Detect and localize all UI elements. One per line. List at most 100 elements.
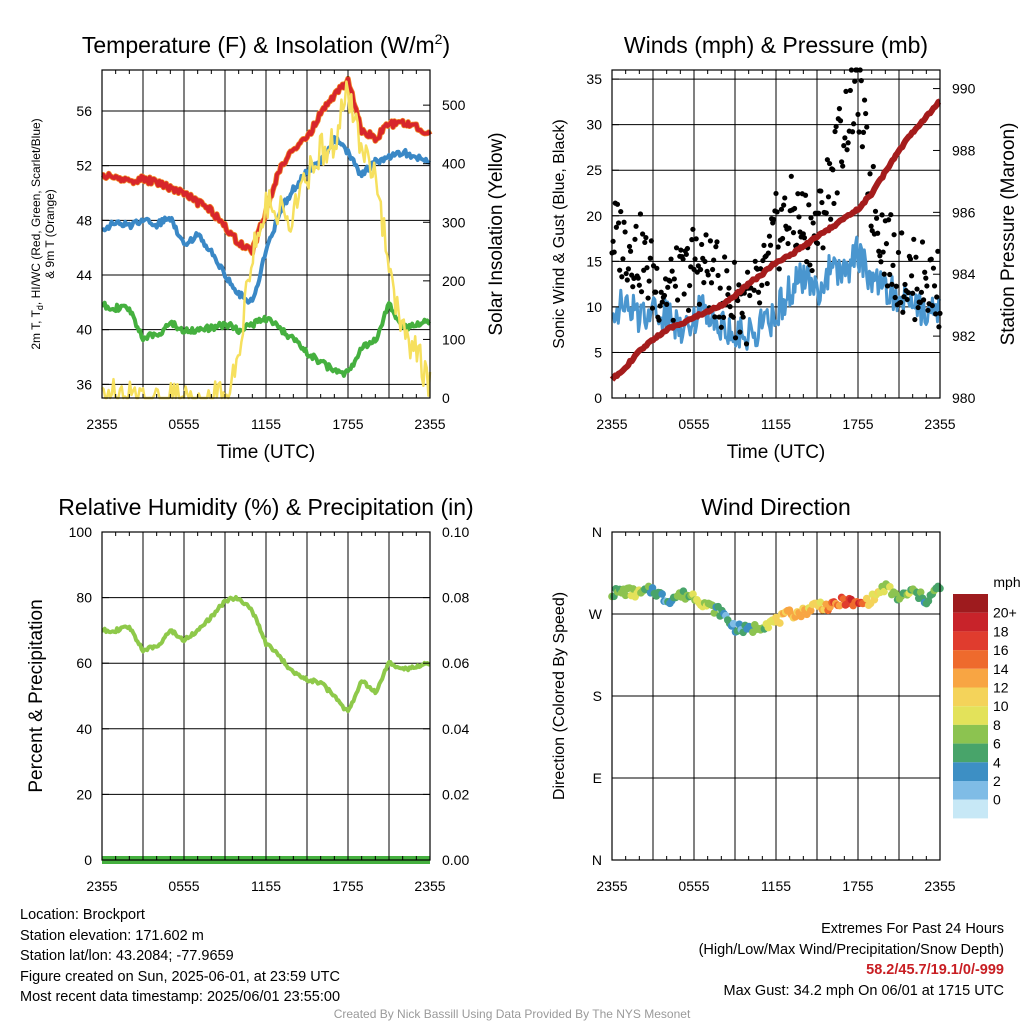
gust-point	[883, 241, 890, 247]
gust-point	[802, 192, 809, 198]
x-tick-label: 2355	[414, 878, 445, 894]
gust-point	[724, 268, 730, 274]
gust-point	[891, 232, 897, 238]
gust-point	[895, 249, 902, 256]
gust-point	[913, 254, 919, 260]
y-tick-label: 80	[76, 590, 92, 606]
gust-point	[788, 173, 794, 179]
direction-point	[729, 619, 738, 628]
gust-point	[640, 231, 646, 237]
chart-temperature: 2355 0555 1155 1755 2355 36 40 44 48 52 56 0 100 200 3…	[29, 31, 507, 463]
gust-point	[697, 266, 704, 273]
gust-point	[785, 240, 791, 247]
gust-point	[814, 240, 821, 246]
gust-point	[621, 219, 627, 225]
gust-point	[918, 289, 925, 295]
station-info: Location: Brockport Station elevation: 1…	[20, 905, 340, 1008]
chart-title-end: )	[442, 32, 450, 58]
gust-point	[708, 280, 715, 286]
gust-point	[900, 309, 906, 315]
y-axis-label-right: Solar Insolation (Yellow)	[486, 132, 507, 335]
gust-point	[878, 259, 884, 265]
y-tick-label: 5	[594, 344, 602, 360]
gust-point	[611, 249, 617, 255]
gust-point	[683, 251, 689, 257]
gust-point	[837, 118, 844, 124]
gust-point	[740, 314, 746, 320]
gust-point	[915, 304, 921, 311]
insolation-line	[101, 80, 432, 400]
gust-point	[619, 274, 625, 280]
y-tick-right-label: 100	[442, 331, 466, 347]
gust-point	[782, 195, 788, 201]
gust-point	[687, 282, 693, 289]
y-tick-label: 52	[76, 158, 92, 174]
speed-legend-swatch	[953, 724, 988, 744]
gust-point	[845, 140, 851, 146]
gust-point	[653, 289, 659, 295]
gust-point	[712, 314, 718, 320]
speed-legend-label: 16	[993, 642, 1009, 658]
gust-point	[779, 235, 786, 242]
gust-point	[886, 217, 892, 223]
gust-point	[671, 276, 677, 282]
y-tick-label: 20	[76, 786, 92, 802]
chart-wind_direction: 2355 0555 1155 1755 2355 N E S W N Wind Direction D…	[551, 494, 956, 894]
y-tick-label: W	[589, 606, 603, 622]
gust-point	[636, 282, 642, 288]
x-tick-label: 0555	[168, 416, 199, 432]
gust-point	[776, 266, 782, 272]
gust-point	[922, 269, 928, 275]
chart-title: Relative Humidity (%) & Precipitation (i…	[58, 494, 473, 520]
speed-legend-swatch	[953, 631, 988, 651]
y-axis-label: Direction (Colored By Speed)	[551, 592, 568, 800]
gust-point	[930, 265, 937, 271]
chart-title: Winds (mph) & Pressure (mb)	[624, 32, 928, 58]
speed-legend-label: 4	[993, 754, 1001, 770]
y-tick-right-label: 990	[952, 81, 976, 97]
gust-point	[928, 256, 934, 262]
y-tick-label: 25	[586, 162, 602, 178]
direction-point	[835, 601, 844, 610]
gust-point	[610, 238, 616, 244]
figure-created: Figure created on Sun, 2025-06-01, at 23…	[20, 968, 340, 985]
gust-point	[765, 250, 771, 256]
speed-legend: mph 20+ 18 16 14 12 10 8 6 4 2 0	[953, 574, 1021, 819]
gust-point	[861, 97, 868, 103]
gust-point	[864, 124, 870, 130]
y-tick-right-label: 0.02	[442, 786, 469, 802]
x-tick-label: 1755	[332, 416, 363, 432]
speed-legend-label: 14	[993, 661, 1009, 677]
x-tick-label: 2355	[924, 416, 955, 432]
gust-point	[643, 235, 649, 241]
gust-point	[923, 275, 929, 281]
gust-point	[717, 285, 723, 291]
gust-point	[902, 281, 908, 288]
gust-point	[834, 190, 840, 196]
y-tick-label: 30	[586, 117, 602, 133]
gust-point	[914, 286, 920, 292]
y-tick-right-label: 986	[952, 204, 976, 220]
y-tick-right-label: 0.10	[442, 524, 469, 540]
gust-point	[732, 335, 739, 341]
y-tick-right-label: 0.08	[442, 590, 469, 606]
gust-point	[849, 129, 856, 135]
gust-point	[720, 314, 727, 320]
gust-point	[796, 214, 802, 220]
gust-point	[613, 224, 619, 230]
gust-point	[831, 200, 837, 207]
gust-point	[910, 290, 916, 296]
gust-point	[718, 324, 724, 330]
gust-point	[656, 317, 662, 323]
direction-point	[689, 590, 697, 598]
x-tick-label: 2355	[414, 416, 445, 432]
gust-point	[791, 205, 798, 212]
gust-point	[877, 253, 883, 259]
chart-winds: 2355 0555 1155 1755 2355 0 5 10 15 20 25 30 35 980 982…	[551, 32, 1019, 463]
y-axis-label-line2: & 9m T (Orange)	[43, 189, 57, 279]
gust-point	[727, 304, 733, 310]
gust-point	[851, 121, 857, 127]
gust-point	[645, 295, 651, 301]
gust-point	[633, 223, 639, 229]
gust-point	[810, 220, 816, 226]
